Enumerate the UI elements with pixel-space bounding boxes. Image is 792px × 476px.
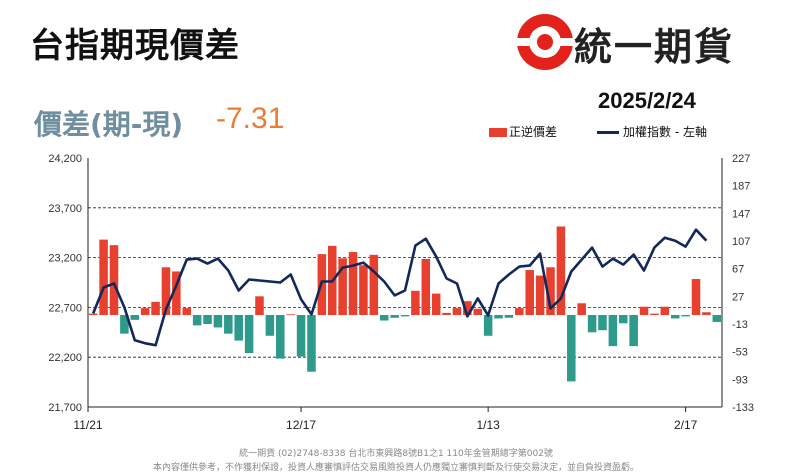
basis-value: -7.31 — [216, 102, 285, 135]
basis-bar — [556, 226, 566, 316]
basis-bar — [660, 306, 670, 316]
right-tick-label: 227 — [732, 153, 750, 165]
basis-bar — [411, 290, 420, 316]
footer-contact: 統一期貨 (02)2748-8338 台北市東興路8號B1之1 110年金管期總… — [239, 449, 553, 459]
basis-bar — [203, 315, 212, 324]
basis-bar — [598, 315, 607, 331]
right-tick-label: 67 — [732, 264, 744, 276]
left-tick-label: 21,700 — [48, 402, 82, 414]
basis-bar — [130, 315, 140, 320]
left-tick-label: 23,700 — [48, 203, 82, 215]
basis-bar — [244, 315, 254, 354]
right-tick-label: 107 — [732, 236, 750, 248]
basis-bar — [473, 308, 483, 316]
basis-bar — [639, 306, 649, 316]
legend-item-index: 加權指數 - 左軸 — [597, 123, 707, 140]
basis-bar — [213, 315, 223, 328]
basis-bar — [483, 315, 493, 336]
basis-bar — [390, 315, 399, 318]
basis-bar — [359, 265, 368, 316]
basis-bar — [296, 315, 306, 357]
basis-chart: 21,700 22,200 22,700 23,200 23,700 24,200 -133… — [48, 153, 754, 432]
basis-bar — [712, 315, 722, 322]
basis-bar — [265, 315, 275, 336]
right-tick-label: 147 — [732, 208, 750, 220]
basis-bar — [348, 252, 358, 316]
basis-bar — [161, 267, 171, 316]
basis-bar — [182, 308, 191, 316]
basis-bar — [109, 245, 119, 316]
basis-bar — [535, 275, 545, 316]
basis-bar — [421, 258, 431, 316]
legend-bar-swatch — [489, 128, 507, 137]
basis-bar — [255, 296, 264, 316]
basis-bar — [525, 270, 534, 316]
basis-bar — [691, 279, 701, 316]
page-title: 台指期現價差 — [30, 26, 240, 66]
basis-bar — [515, 308, 524, 316]
right-tick-label: 27 — [732, 291, 744, 303]
left-tick-label: 23,200 — [48, 253, 82, 265]
left-tick-label: 22,200 — [48, 352, 82, 364]
legend-label-index: 加權指數 - 左軸 — [623, 125, 707, 139]
basis-bar — [452, 308, 462, 316]
x-tick-label: 12/17 — [286, 418, 316, 432]
basis-bar — [88, 313, 98, 316]
footer-disclaimer: 本內容僅供參考，不作獲利保證，投資人應審慎評估交易風險投資人仍應獨立審慎判斷及行… — [152, 463, 639, 473]
left-tick-label: 24,200 — [48, 153, 82, 165]
basis-bar — [224, 315, 233, 334]
basis-bar — [577, 303, 586, 316]
basis-bar — [608, 315, 618, 347]
basis-bar — [379, 315, 389, 321]
brand-name: 統一期貨 — [574, 25, 735, 69]
basis-bar — [494, 315, 503, 319]
brand-logo — [517, 14, 573, 70]
basis-bar — [234, 315, 243, 341]
basis-bar — [120, 315, 129, 334]
basis-label: 價差(期-現) — [34, 108, 184, 141]
basis-bar — [276, 315, 285, 359]
basis-bar — [546, 267, 555, 316]
basis-bar — [140, 308, 150, 316]
right-tick-label: 187 — [732, 181, 750, 193]
basis-bar — [650, 313, 659, 316]
basis-bar — [431, 293, 441, 316]
x-tick-label: 1/13 — [476, 418, 500, 432]
basis-bar — [629, 315, 638, 347]
basis-bar — [369, 254, 379, 316]
basis-bar — [504, 315, 514, 318]
basis-bar — [587, 315, 597, 333]
left-tick-label: 22,700 — [48, 302, 82, 314]
basis-bar — [567, 315, 576, 382]
right-tick-label: -53 — [732, 347, 748, 359]
basis-bar — [702, 312, 711, 316]
basis-bar — [442, 312, 451, 316]
basis-bar — [286, 314, 295, 316]
basis-bar — [619, 315, 628, 324]
right-tick-label: -93 — [732, 374, 748, 386]
basis-bar — [99, 239, 108, 316]
x-tick-label: 11/21 — [73, 418, 102, 432]
basis-bar — [400, 315, 410, 317]
legend-label-basis: 正逆價差 — [509, 125, 558, 139]
legend-line-swatch — [597, 131, 619, 134]
basis-bar — [670, 315, 680, 319]
basis-bar — [151, 301, 160, 316]
basis-bar — [307, 315, 316, 372]
report-date: 2025/2/24 — [598, 88, 696, 113]
basis-bar — [338, 258, 347, 316]
basis-bar — [172, 271, 181, 316]
basis-bar — [463, 301, 472, 316]
right-tick-label: -133 — [732, 402, 754, 414]
basis-bar — [681, 315, 690, 317]
x-tick-label: 2/17 — [674, 418, 698, 432]
legend-item-basis: 正逆價差 — [489, 123, 557, 140]
basis-bar — [192, 315, 202, 326]
index-line — [91, 228, 708, 347]
right-tick-label: -13 — [732, 319, 748, 331]
